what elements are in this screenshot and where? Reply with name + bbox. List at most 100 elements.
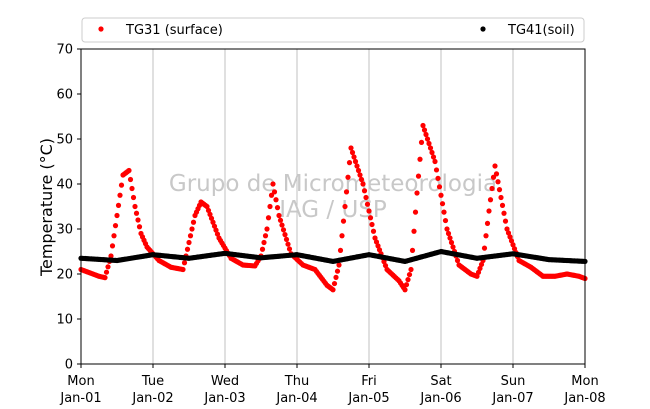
data-point-fill bbox=[286, 246, 293, 252]
data-point-fill bbox=[438, 192, 444, 198]
data-point-fill bbox=[354, 163, 360, 169]
data-point-fill bbox=[363, 194, 369, 201]
data-point bbox=[114, 212, 120, 219]
x-tick-label-date: Jan-06 bbox=[419, 391, 461, 406]
watermark: Grupo de Micrometeorologia IAG / USP bbox=[169, 171, 497, 223]
data-point-fill bbox=[427, 145, 434, 151]
data-point-fill bbox=[117, 192, 123, 198]
data-point-fill bbox=[450, 244, 456, 250]
x-tick-label-day: Mon bbox=[571, 374, 598, 389]
data-point-fill bbox=[499, 202, 506, 208]
x-tick-label-day: Mon bbox=[67, 374, 94, 389]
data-point-fill bbox=[478, 261, 485, 268]
x-tick-label-day: Sun bbox=[501, 374, 526, 389]
data-point bbox=[180, 266, 186, 273]
data-point-fill bbox=[181, 260, 188, 266]
x-tick-label-day: Tue bbox=[141, 374, 164, 389]
data-point-fill bbox=[358, 176, 365, 183]
data-point-fill bbox=[351, 154, 357, 160]
x-tick-label-day: Sat bbox=[430, 374, 451, 389]
data-point-fill bbox=[426, 140, 432, 147]
data-point-fill bbox=[409, 247, 416, 253]
data-point-fill bbox=[340, 218, 347, 224]
data-point-fill bbox=[205, 207, 212, 214]
y-tick-label: 0 bbox=[65, 358, 73, 373]
data-point bbox=[486, 208, 492, 214]
data-point bbox=[408, 266, 414, 273]
data-point-fill bbox=[375, 243, 381, 249]
data-point-fill bbox=[366, 208, 372, 214]
plot-frame bbox=[80, 48, 586, 365]
y-tick-label: 30 bbox=[56, 223, 73, 238]
data-point bbox=[372, 235, 378, 241]
data-point bbox=[132, 203, 138, 210]
data-point-fill bbox=[115, 202, 122, 208]
y-tick-label: 50 bbox=[56, 133, 73, 148]
data-point bbox=[204, 203, 210, 210]
data-point-fill bbox=[445, 230, 452, 237]
data-point-fill bbox=[189, 226, 195, 232]
data-point-fill bbox=[441, 209, 447, 215]
data-point-fill bbox=[367, 215, 374, 221]
data-point-fill bbox=[129, 185, 135, 192]
data-point-fill bbox=[481, 245, 488, 251]
data-point-fill bbox=[448, 239, 455, 246]
data-point-fill bbox=[109, 243, 116, 249]
data-point bbox=[108, 253, 114, 259]
legend-box bbox=[81, 17, 585, 43]
x-axis: Mon Jan-01 Tue Jan-02 Wed Jan-03 Thu Jan-04 Fri J… bbox=[59, 364, 606, 406]
series-soil bbox=[78, 248, 588, 264]
data-point-fill bbox=[279, 222, 285, 228]
data-point bbox=[360, 181, 366, 187]
data-point-fill bbox=[274, 205, 281, 211]
data-point-fill bbox=[511, 246, 518, 252]
data-point-fill bbox=[355, 167, 362, 174]
data-point-fill bbox=[489, 185, 495, 192]
data-point-fill bbox=[501, 210, 507, 216]
data-point-fill bbox=[280, 227, 287, 233]
legend-marker-soil bbox=[480, 26, 486, 32]
data-point-fill bbox=[490, 174, 497, 180]
data-point bbox=[420, 122, 426, 129]
data-point-fill bbox=[507, 234, 513, 240]
data-point-fill bbox=[447, 235, 453, 241]
data-point-fill bbox=[418, 139, 425, 145]
y-tick-label: 10 bbox=[56, 313, 73, 328]
data-point-fill bbox=[262, 233, 269, 239]
data-point-fill bbox=[103, 269, 110, 275]
data-point-fill bbox=[502, 218, 509, 224]
data-point bbox=[102, 275, 108, 281]
data-point-fill bbox=[442, 217, 449, 224]
data-point-fill bbox=[352, 158, 359, 165]
data-point-fill bbox=[283, 236, 290, 243]
data-point-fill bbox=[364, 201, 371, 207]
data-point-fill bbox=[282, 232, 288, 238]
data-point-fill bbox=[337, 247, 344, 253]
data-point bbox=[504, 226, 510, 232]
data-point-fill bbox=[429, 149, 435, 156]
data-point-fill bbox=[373, 239, 380, 245]
data-point-fill bbox=[510, 242, 516, 248]
data-point-fill bbox=[477, 265, 483, 271]
y-tick-label: 60 bbox=[56, 88, 73, 103]
data-point-fill bbox=[273, 197, 279, 203]
data-point-fill bbox=[285, 241, 291, 247]
data-point bbox=[348, 145, 354, 151]
data-point-fill bbox=[405, 277, 411, 283]
data-point-fill bbox=[430, 154, 437, 160]
data-point-fill bbox=[267, 203, 273, 210]
data-point-fill bbox=[339, 233, 345, 239]
data-point-fill bbox=[112, 223, 119, 229]
data-point bbox=[414, 190, 420, 196]
data-point-fill bbox=[436, 184, 443, 190]
data-point bbox=[186, 239, 192, 246]
data-point-fill bbox=[370, 228, 377, 234]
data-point-fill bbox=[111, 233, 117, 239]
data-point bbox=[444, 226, 450, 232]
data-point-fill bbox=[415, 173, 422, 179]
data-point-fill bbox=[439, 201, 446, 207]
data-point bbox=[474, 273, 480, 279]
data-point-fill bbox=[211, 223, 218, 229]
